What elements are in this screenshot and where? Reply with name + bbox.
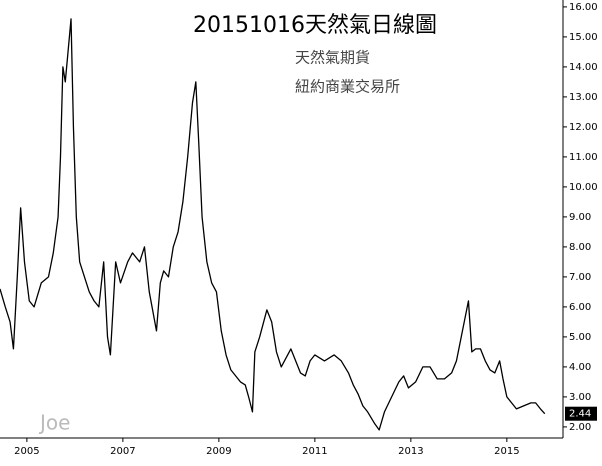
- y-tick-label: 10.00: [569, 182, 598, 193]
- x-tick-label: 2011: [302, 446, 327, 457]
- x-tick-label: 2015: [494, 446, 519, 457]
- x-tick-label: 2009: [206, 446, 231, 457]
- y-tick-label: 3.00: [569, 392, 591, 403]
- y-tick-label: 2.00: [569, 422, 591, 433]
- y-tick-label: 14.00: [569, 62, 598, 73]
- x-tick-label: 2007: [110, 446, 135, 457]
- subtitle: 天然氣期貨: [295, 49, 370, 67]
- price-line: [0, 18, 546, 431]
- y-tick-label: 12.00: [569, 122, 598, 133]
- x-tick-label: 2005: [14, 446, 39, 457]
- watermark: Joe: [38, 411, 70, 435]
- annotation: 紐約商業交易所: [295, 78, 400, 96]
- y-tick-label: 9.00: [569, 212, 591, 223]
- y-tick-label: 5.00: [569, 332, 591, 343]
- y-tick-label: 13.00: [569, 92, 598, 103]
- y-tick-label: 6.00: [569, 302, 591, 313]
- y-tick-label: 16.00: [569, 2, 598, 13]
- y-tick-label: 11.00: [569, 152, 598, 163]
- last-value-label: 2.44: [569, 409, 591, 420]
- y-tick-label: 4.00: [569, 362, 591, 373]
- y-tick-label: 7.00: [569, 272, 591, 283]
- x-tick-label: 2013: [398, 446, 423, 457]
- last-value-box: [565, 406, 597, 421]
- y-tick-label: 8.00: [569, 242, 591, 253]
- chart-title: 20151016天然氣日線圖: [193, 13, 437, 38]
- y-tick-label: 15.00: [569, 32, 598, 43]
